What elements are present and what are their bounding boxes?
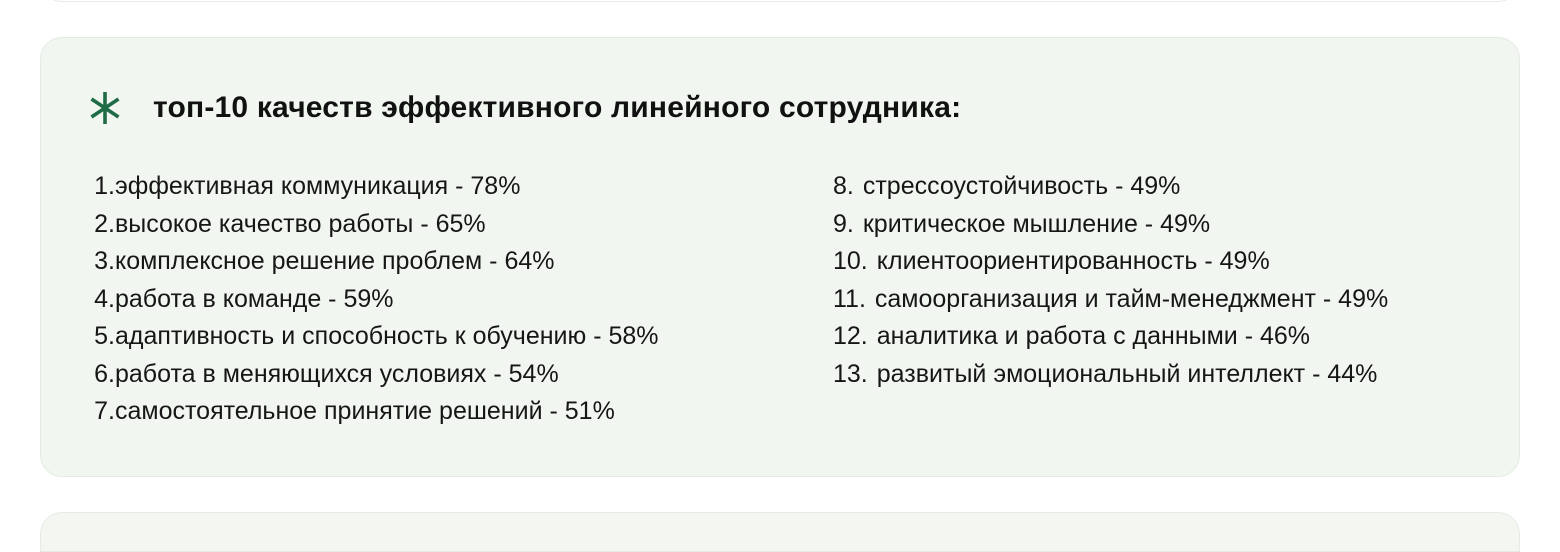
item-text: стрессоустойчивость - 49% [862,172,1181,200]
item-number: 4. [94,284,115,313]
list-item: 13. развитый эмоциональный интеллект - 44… [833,356,1388,394]
item-text: критическое мышление - 49% [862,209,1211,238]
list-item: 10. клиентоориентированность - 49% [833,243,1388,281]
previous-card-edge [40,0,1520,2]
item-number: 9. [833,209,854,238]
item-number: 1. [94,172,115,200]
item-text: аналитика и работа с данными - 46% [876,322,1311,350]
item-number: 6. [94,359,115,388]
item-number: 13. [833,359,868,388]
item-text: развитый эмоциональный интеллект - 44% [876,359,1378,388]
item-text: эффективная коммуникация - 78% [115,172,521,200]
asterisk-icon [90,92,120,124]
item-number: 10. [833,247,868,275]
item-text: адаптивность и способность к обучению - … [115,322,659,350]
list-item: 11. самоорганизация и тайм-менеджмент - 4… [833,281,1388,319]
list-item: 7.самостоятельное принятие решений - 51% [89,393,659,431]
qualities-list-left: 1.эффективная коммуникация - 78% 2.высок… [89,168,659,431]
list-item: 4.работа в команде - 59% [89,281,659,319]
list-item: 6.работа в меняющихся условиях - 54% [89,356,659,394]
card-heading: топ-10 качеств эффективного линейного со… [85,88,961,128]
item-text: самостоятельное принятие решений - 51% [115,397,615,425]
qualities-card: топ-10 качеств эффективного линейного со… [40,37,1520,477]
item-text: комплексное решение проблем - 64% [115,247,555,275]
list-item: 12. аналитика и работа с данными - 46% [833,318,1388,356]
card-title: топ-10 качеств эффективного линейного со… [153,91,962,124]
item-text: самоорганизация и тайм-менеджмент - 49% [874,284,1389,313]
item-number: 8. [833,172,854,200]
item-number: 2. [94,209,115,238]
qualities-list-right: 8. стрессоустойчивость - 49% 9. критическо… [833,168,1388,393]
list-item: 9. критическое мышление - 49% [833,206,1388,244]
item-text: работа в меняющихся условиях - 54% [115,359,559,388]
list-item: 3.комплексное решение проблем - 64% [89,243,659,281]
item-text: высокое качество работы - 65% [115,209,486,238]
list-item: 1.эффективная коммуникация - 78% [89,168,659,206]
item-number: 3. [94,247,115,275]
item-text: клиентоориентированность - 49% [876,247,1270,275]
next-card-edge [40,512,1520,552]
list-item: 8. стрессоустойчивость - 49% [833,168,1388,206]
list-item: 2.высокое качество работы - 65% [89,206,659,244]
item-text: работа в команде - 59% [115,284,394,313]
item-number: 11. [833,284,866,313]
item-number: 12. [833,322,868,350]
item-number: 7. [94,397,115,425]
item-number: 5. [94,322,115,350]
list-item: 5.адаптивность и способность к обучению … [89,318,659,356]
